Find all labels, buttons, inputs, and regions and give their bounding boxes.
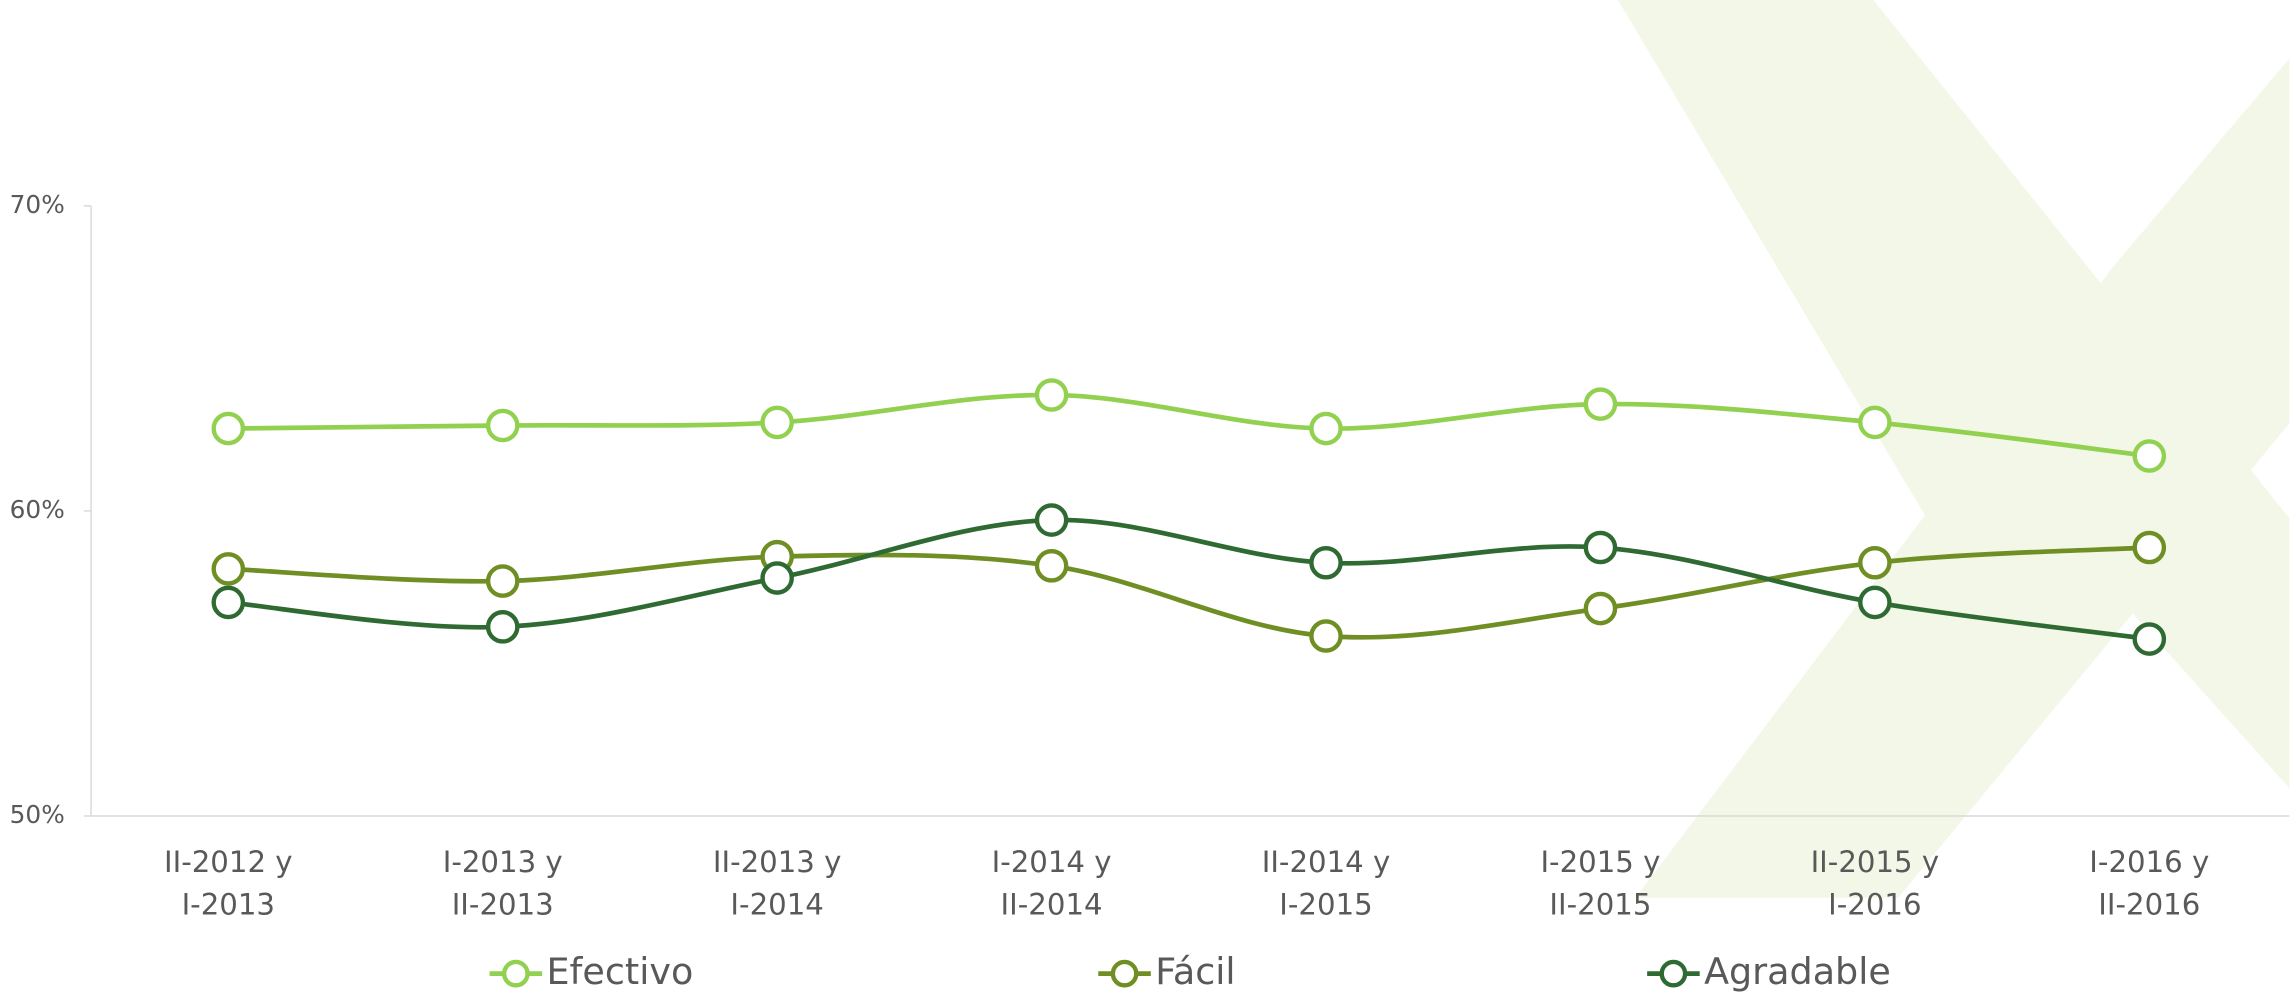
watermark [1618, 0, 2289, 898]
legend-marker [1662, 962, 1685, 985]
point-marker [1311, 548, 1340, 577]
point-marker [488, 411, 517, 440]
point-marker [1586, 390, 1615, 419]
point-marker [1311, 414, 1340, 443]
point-marker [214, 588, 243, 617]
y-tick-label: 50% [10, 800, 65, 829]
point-marker [1037, 380, 1066, 409]
legend-label: Efectivo [547, 950, 694, 993]
point-marker [1860, 548, 1889, 577]
legend-item: Efectivo [490, 950, 694, 993]
point-marker [1037, 505, 1066, 534]
y-tick-label: 60% [10, 495, 65, 524]
chart: 50% 60% 70% II-2012 yI-2013 I-2013 yII-2013 I… [0, 0, 2290, 997]
point-marker [763, 408, 792, 437]
point-marker [2135, 441, 2164, 470]
legend-marker [1113, 962, 1136, 985]
legend-marker [504, 962, 527, 985]
point-marker [2135, 533, 2164, 562]
point-marker [763, 563, 792, 592]
legend-label: Agradable [1704, 950, 1891, 993]
point-marker [1586, 594, 1615, 623]
legend-item: Fácil [1098, 950, 1235, 993]
point-marker [214, 414, 243, 443]
point-marker [488, 612, 517, 641]
point-marker [214, 554, 243, 583]
point-marker [2135, 624, 2164, 653]
point-marker [1037, 551, 1066, 580]
legend-item: Agradable [1647, 950, 1891, 993]
point-marker [1311, 621, 1340, 650]
legend-label: Fácil [1155, 950, 1235, 993]
point-marker [1860, 408, 1889, 437]
point-marker [488, 566, 517, 595]
y-tick-label: 70% [10, 190, 65, 219]
point-marker [1586, 533, 1615, 562]
point-marker [1860, 588, 1889, 617]
